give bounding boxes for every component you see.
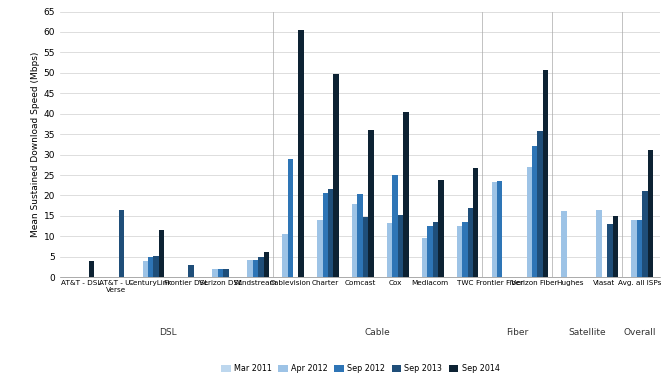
Bar [368,130,374,277]
Bar [247,260,253,277]
Bar [328,189,334,277]
Text: Overall: Overall [623,328,656,337]
Bar [287,159,293,277]
Bar [392,175,398,277]
Bar [497,181,502,277]
Bar [422,238,428,277]
Bar [143,261,148,277]
Bar [358,194,363,277]
Bar [612,216,618,277]
Bar [159,230,164,277]
Bar [438,180,444,277]
Bar [468,208,473,277]
Bar [188,265,194,277]
Bar [282,234,287,277]
Bar [457,226,462,277]
Bar [433,223,438,277]
Bar [543,70,548,277]
Bar [258,257,263,277]
Bar [526,167,532,277]
Bar [119,210,124,277]
Bar [352,204,358,277]
Bar [299,30,304,277]
Bar [428,226,433,277]
Bar [334,74,339,277]
Bar [492,182,497,277]
Text: Cable: Cable [365,328,390,337]
Bar [153,256,159,277]
Bar [363,217,368,277]
Bar [473,169,478,277]
Bar [607,224,612,277]
Bar [648,150,653,277]
Bar [218,269,223,277]
Y-axis label: Mean Sustained Download Speed (Mbps): Mean Sustained Download Speed (Mbps) [31,52,39,237]
Text: DSL: DSL [159,328,177,337]
Bar [148,257,153,277]
Bar [387,223,392,277]
Bar [89,261,95,277]
Bar [253,260,258,277]
Bar [532,146,538,277]
Bar [223,270,229,277]
Bar [596,210,602,277]
Text: Satellite: Satellite [568,328,606,337]
Bar [263,252,269,277]
Bar [213,269,218,277]
Bar [403,112,409,277]
Bar [562,211,567,277]
Text: Fiber: Fiber [506,328,528,337]
Legend: Mar 2011, Apr 2012, Sep 2012, Sep 2013, Sep 2014: Mar 2011, Apr 2012, Sep 2012, Sep 2013, … [217,361,503,377]
Bar [317,220,323,277]
Bar [323,193,328,277]
Bar [538,131,543,277]
Bar [642,191,648,277]
Bar [637,219,642,277]
Bar [398,215,403,277]
Bar [631,220,637,277]
Bar [462,223,468,277]
